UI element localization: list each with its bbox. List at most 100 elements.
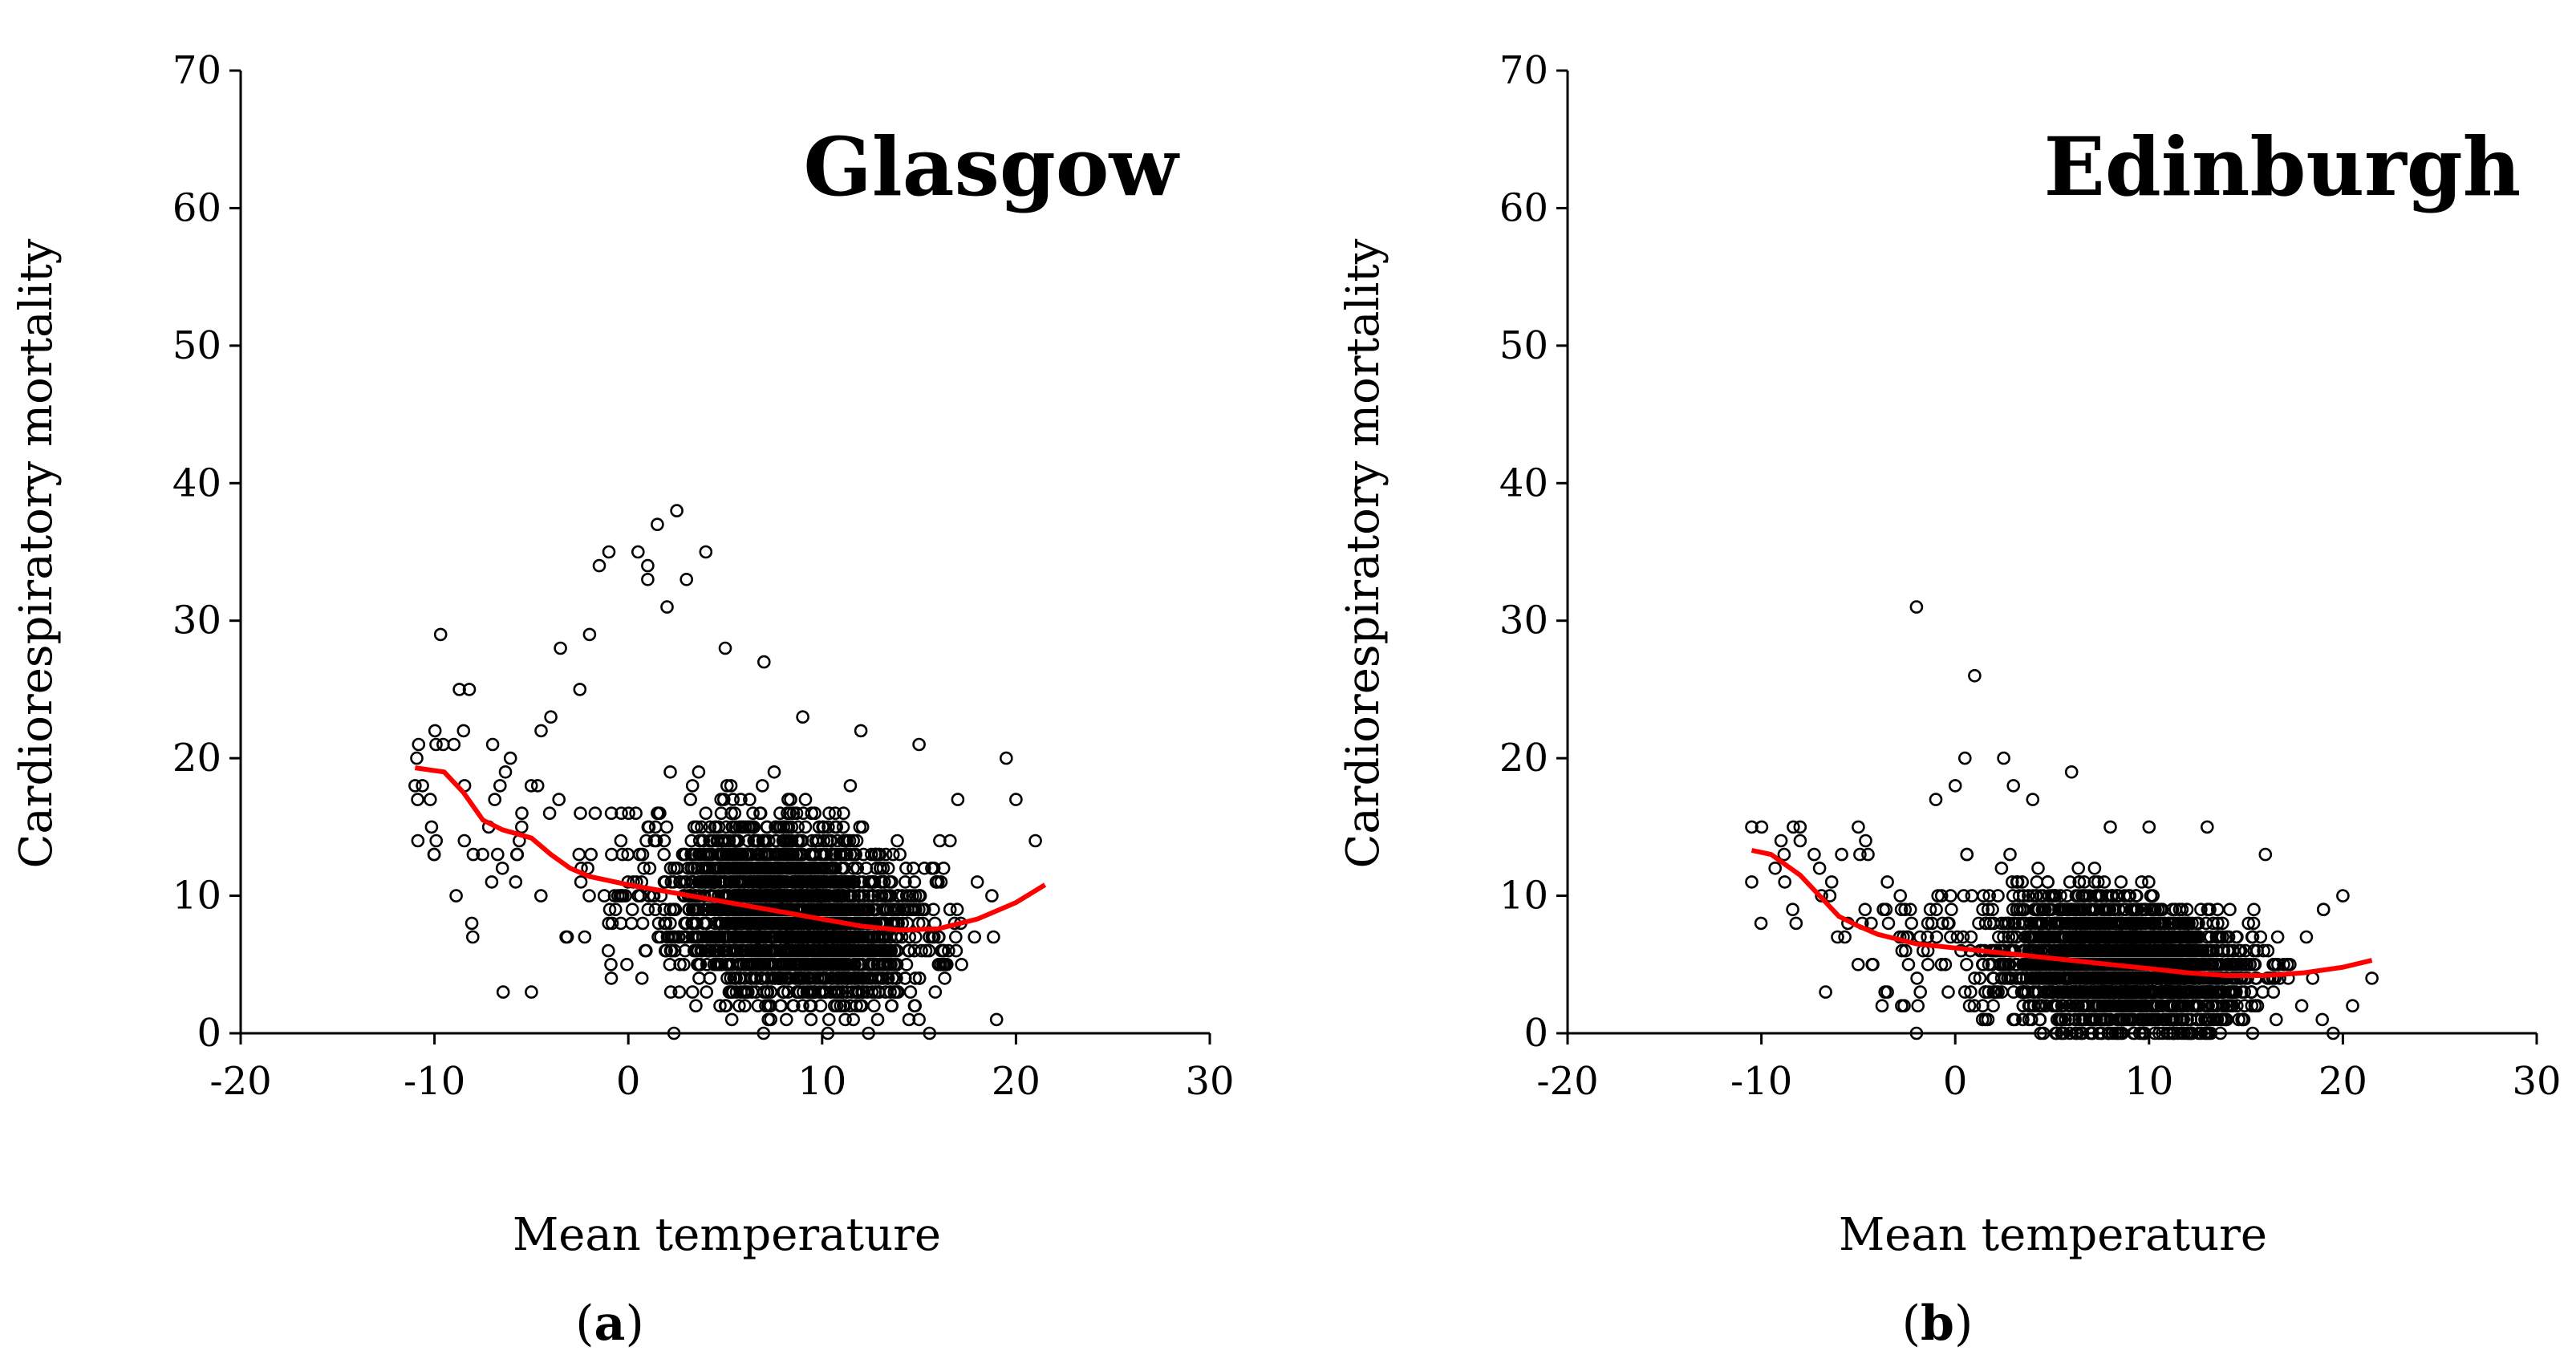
data-point [1000, 751, 1013, 765]
data-point [1777, 847, 1791, 862]
data-point [886, 847, 900, 862]
data-point [733, 971, 747, 985]
data-point [2141, 1012, 2155, 1027]
y-tick-label: 10 [172, 874, 221, 919]
data-point [1755, 820, 1769, 834]
data-point [533, 889, 548, 903]
data-point [700, 958, 714, 971]
data-point [1981, 1012, 1995, 1027]
data-point [803, 999, 817, 1012]
data-point [2210, 999, 2225, 1012]
data-point [614, 916, 628, 931]
data-point [811, 862, 825, 875]
data-point [1941, 985, 1955, 999]
y-tick-label: 70 [172, 48, 221, 93]
data-point [736, 930, 749, 944]
data-point [865, 875, 878, 889]
glasgow-title: Glasgow [803, 120, 1180, 214]
data-point [2012, 889, 2026, 903]
data-point [1944, 889, 1957, 903]
data-point [1881, 916, 1896, 931]
data-point [745, 985, 759, 999]
data-point [885, 999, 899, 1012]
data-point [695, 820, 708, 834]
caption-a-letter: a [594, 1296, 626, 1352]
data-point [699, 545, 713, 559]
data-point [429, 737, 443, 752]
y-tick-label: 30 [172, 598, 221, 643]
data-point [949, 930, 963, 944]
data-point [720, 779, 734, 793]
data-point [1774, 834, 1788, 848]
data-point [1967, 999, 1982, 1012]
data-point [2003, 971, 2017, 985]
data-point [574, 875, 588, 889]
data-point [638, 943, 652, 958]
data-point [699, 875, 713, 889]
data-point [773, 930, 787, 944]
data-point [834, 999, 847, 1012]
data-point [686, 847, 700, 862]
data-point [667, 875, 681, 889]
data-point [989, 1012, 1004, 1027]
data-point [2213, 958, 2227, 971]
data-point [2135, 875, 2148, 889]
data-point [637, 862, 651, 875]
data-point [837, 958, 851, 971]
data-point [1921, 958, 1935, 971]
data-point [719, 999, 733, 1012]
data-point [796, 999, 809, 1012]
data-point [1898, 903, 1913, 916]
data-point [1991, 889, 2005, 903]
data-point [1973, 971, 1987, 985]
data-point [765, 971, 780, 985]
data-point [688, 930, 703, 944]
data-point [760, 820, 774, 834]
data-point [411, 793, 424, 806]
data-point [728, 971, 743, 985]
data-point [2294, 999, 2309, 1012]
data-point [746, 806, 760, 821]
data-point [693, 958, 708, 971]
data-point [707, 943, 721, 958]
data-point [1911, 999, 1925, 1012]
data-point [812, 903, 826, 916]
data-point [687, 943, 701, 958]
data-point [835, 889, 849, 903]
data-point [722, 985, 736, 999]
data-point [765, 930, 779, 944]
data-point [922, 943, 936, 958]
data-point [871, 889, 885, 903]
data-point [621, 847, 635, 862]
data-point [828, 889, 842, 903]
data-point [761, 834, 776, 848]
data-point [834, 862, 849, 875]
data-point [1981, 903, 1995, 916]
data-point [835, 985, 850, 999]
data-point [574, 806, 587, 821]
data-point [573, 683, 587, 696]
data-point [760, 943, 773, 958]
data-point [735, 916, 748, 931]
data-point [918, 903, 931, 916]
data-point [1923, 903, 1937, 916]
data-point [722, 847, 736, 862]
data-point [850, 943, 865, 958]
data-point [465, 930, 480, 944]
data-point [1994, 862, 2009, 875]
data-point [781, 847, 795, 862]
data-point [723, 943, 736, 958]
glasgow-smooth-curve [414, 765, 1047, 933]
data-point [776, 834, 790, 848]
data-point [949, 943, 963, 958]
data-point [654, 930, 667, 944]
data-point [647, 834, 662, 848]
data-point [2257, 943, 2270, 958]
data-point [1991, 985, 2005, 999]
data-point [865, 847, 878, 862]
data-point [851, 903, 865, 916]
data-point [2098, 1012, 2112, 1027]
data-point [950, 903, 964, 916]
data-point [1859, 834, 1872, 848]
